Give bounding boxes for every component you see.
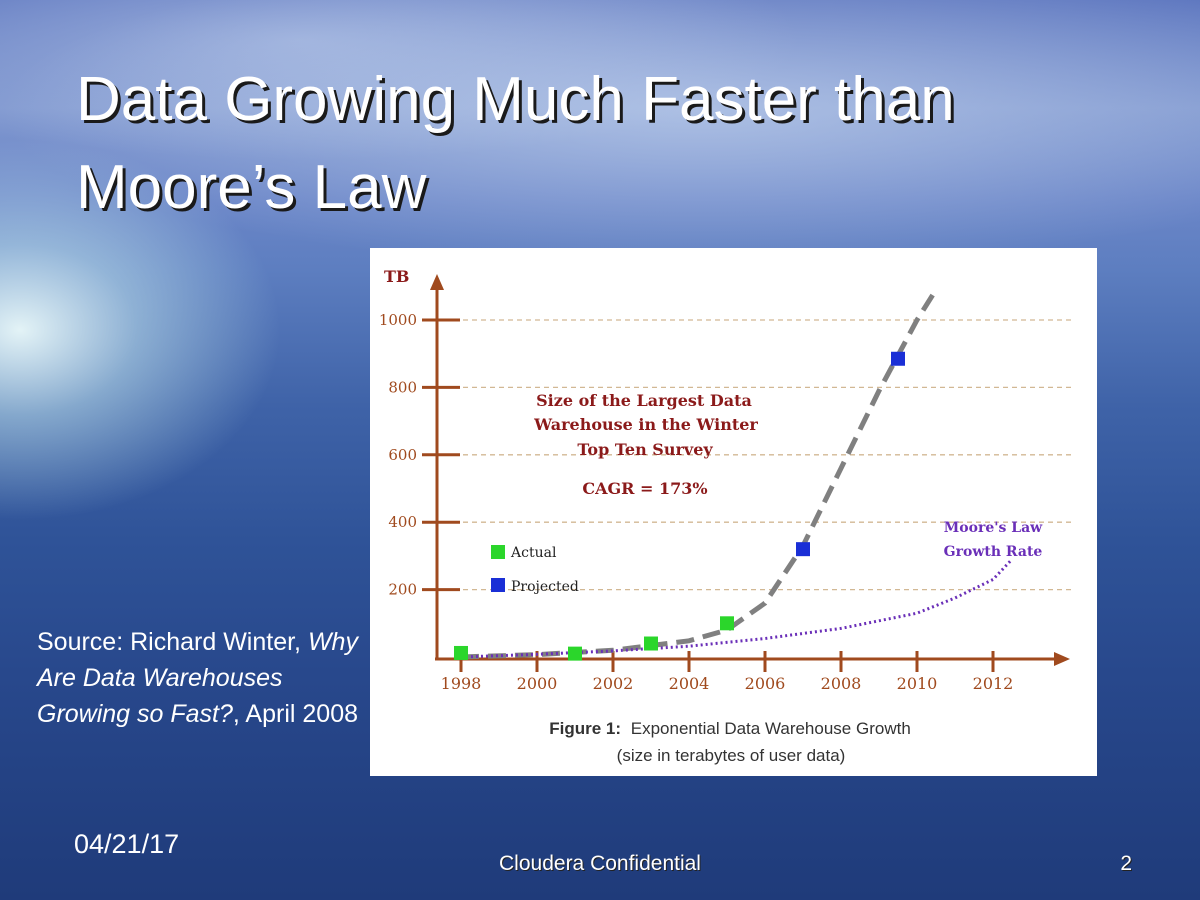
x-tick-label-2010: 2010 [897,674,938,693]
y-tick-label-200: 200 [388,581,417,599]
moores-law-label: Moore's Law Growth Rate [944,520,1044,560]
cagr-annotation: CAGR = 173% [582,479,707,498]
source-author: Source: Richard Winter, [37,628,301,656]
title-line-2: Moore’s Law [76,153,427,222]
point-projected-1 [891,351,905,366]
slide-date: 04/21/17 [74,829,180,859]
point-actual-3 [720,616,734,631]
y-tick-label-600: 600 [388,446,417,464]
series-line-trend [460,288,939,660]
source-date: , April 2008 [232,700,359,728]
y-tick-label-1000: 1000 [379,311,417,329]
gridlines [436,319,1072,591]
legend-swatch-projected [491,578,505,592]
legend-label-actual: Actual [510,545,557,561]
caption-text: Exponential Data Warehouse Growth [631,719,911,738]
source-title: Why Are Data Warehouses Growing so Fast? [37,628,358,728]
y-axis-arrow [430,274,444,290]
source-citation: Source: Richard Winter, Why Are Data War… [37,624,377,732]
series [460,288,1014,660]
y-tick-label-400: 400 [388,513,417,531]
x-tick-label-2004: 2004 [669,674,710,693]
x-tick-label-1998: 1998 [441,674,482,693]
page-number: 2 [1120,852,1132,875]
x-tick-label-2012: 2012 [973,674,1014,693]
chart-title-line-2: Warehouse in the Winter [533,415,758,434]
markers [454,351,905,661]
x-axis-arrow [1054,652,1070,666]
y-axis-title: TB [384,267,409,286]
title-line-1: Data Growing Much Faster than [76,65,955,134]
moores-law-label-line-2: Growth Rate [944,544,1043,560]
footer-confidential: Cloudera Confidential [499,852,701,875]
caption-line-1: Figure 1: Exponential Data Warehouse Gro… [549,719,911,738]
point-actual-2 [644,636,658,651]
chart-figure: 200 400 600 800 1000 1998 2000 2002 2004 2006 2008… [370,248,1097,776]
x-tick-label-2002: 2002 [593,674,634,693]
y-tick-label-800: 800 [388,378,417,396]
chart-title-line-3: Top Ten Survey [577,440,713,459]
axes [430,274,1070,666]
series-line-moores-law [460,558,1014,659]
chart-title: Size of the Largest Data Warehouse in th… [533,391,758,459]
ticks: 200 400 600 800 1000 1998 2000 2002 2004 2006 2008… [379,311,1014,693]
x-tick-label-2000: 2000 [517,674,558,693]
x-tick-label-2008: 2008 [821,674,862,693]
caption-line-2: (size in terabytes of user data) [617,746,846,765]
point-actual-0 [454,645,468,660]
figure-caption: Figure 1: Exponential Data Warehouse Gro… [549,719,911,765]
moores-law-label-line-1: Moore's Law [944,520,1043,536]
legend-label-projected: Projected [511,579,579,595]
point-projected-0 [796,542,810,557]
legend-swatch-actual [491,545,505,559]
point-actual-1 [568,646,582,661]
x-tick-label-2006: 2006 [745,674,786,693]
chart-title-line-1: Size of the Largest Data [536,391,752,410]
growth-chart: 200 400 600 800 1000 1998 2000 2002 2004 2006 2008… [379,267,1072,765]
slide-title: Data Growing Much Faster than Moore’s La… [76,56,1156,232]
caption-label: Figure 1: [549,719,621,738]
legend: Actual Projected [491,545,579,595]
